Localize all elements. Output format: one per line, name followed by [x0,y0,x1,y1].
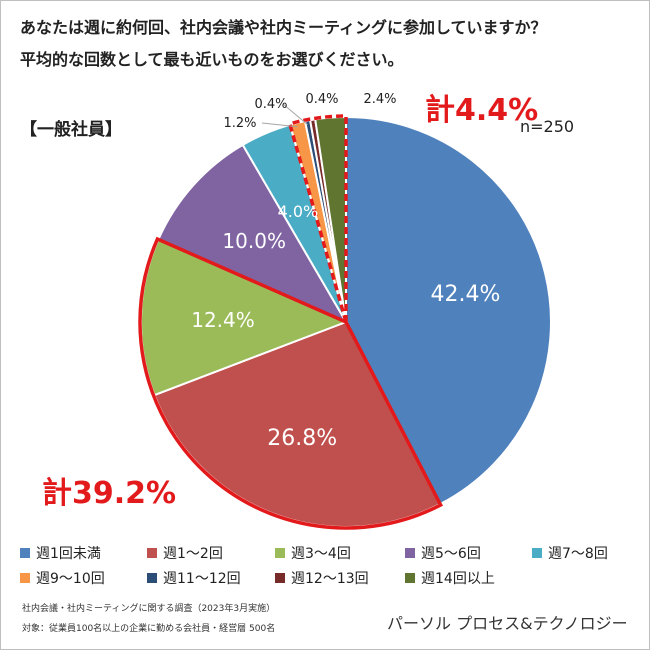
legend-swatch-3 [275,548,285,558]
legend-item-8: 週12～13回 [275,568,369,588]
legend-item-2: 週1～2回 [147,543,223,563]
legend-label-8: 週12～13回 [291,571,369,587]
legend-item-7: 週11～12回 [147,568,241,588]
leader-line-7 [282,103,308,125]
total-annotation-weekly-1-4: 計39.2% [42,476,177,511]
legend-label-6: 週9～10回 [36,571,105,587]
data-label-8: 0.4% [305,92,338,107]
chart-title-line2: 平均的な回数として最も近いものをお選びください。 [20,50,404,69]
company-name: パーソル プロセス&テクノロジー [387,614,628,633]
chart-title-line1: あなたは週に約何回、社内会議や社内ミーティングに参加していますか？ [20,18,547,37]
data-label-3: 12.4% [191,308,255,332]
legend-swatch-4 [405,548,415,558]
legend-item-1: 週1回未満 [20,543,101,563]
legend-label-2: 週1～2回 [163,546,223,562]
legend-label-3: 週3～4回 [291,546,351,562]
data-label-1: 42.4% [431,282,501,307]
legend-item-5: 週7～8回 [532,543,608,563]
legend-label-7: 週11～12回 [163,571,241,587]
legend-swatch-9 [405,573,415,583]
data-label-6: 1.2% [223,116,256,131]
data-label-2: 26.8% [267,426,337,451]
group-label: 【一般社員】 [20,120,122,140]
legend-label-4: 週5～6回 [421,546,481,562]
legend-item-4: 週5～6回 [405,543,481,563]
total-annotation-small-groups: 計4.4% [425,93,539,128]
legend-label-9: 週14回以上 [421,571,495,587]
data-label-5: 4.0% [278,202,319,221]
legend-swatch-1 [20,548,30,558]
legend-swatch-6 [20,573,30,583]
data-label-7: 0.4% [254,97,287,112]
highlight-outline-small-groups [287,114,348,323]
pie-slice-4 [157,143,349,325]
data-label-4: 10.0% [222,229,286,253]
legend-item-3: 週3～4回 [275,543,351,563]
footnote-survey: 社内会議・社内ミーティングに関する調査（2023年3月実施） [22,604,276,614]
legend-swatch-7 [147,573,157,583]
pie-slice-1 [345,115,552,506]
legend-swatch-8 [275,573,285,583]
data-label-9: 2.4% [363,92,396,107]
legend-item-6: 週9～10回 [20,568,105,588]
legend-swatch-2 [147,548,157,558]
legend-item-9: 週14回以上 [405,568,495,588]
legend-label-1: 週1回未満 [36,546,101,562]
highlight-outline-weekly-1-4 [138,236,444,530]
footnote-target: 対象：従業員100名以上の企業に勤める会社員・経営層 500名 [22,624,276,634]
legend-swatch-5 [532,548,542,558]
legend-label-5: 週7～8回 [548,546,608,562]
sample-size-label: n=250 [520,117,575,136]
leader-line-6 [261,122,298,128]
